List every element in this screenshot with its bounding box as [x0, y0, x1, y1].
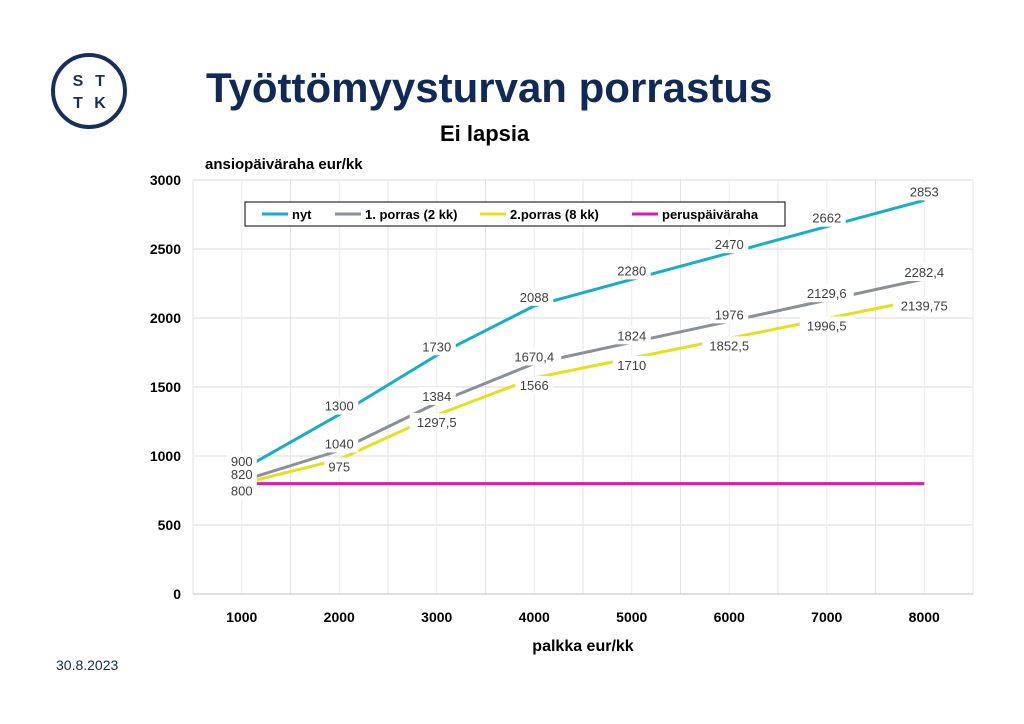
data-label: 800	[231, 484, 253, 499]
data-label: 1297,5	[417, 415, 457, 430]
data-label: 1384	[422, 389, 451, 404]
data-label-bg	[417, 387, 456, 406]
y-tick-label: 2000	[150, 310, 181, 326]
y-tick-label: 1000	[150, 448, 181, 464]
data-label-bg	[226, 451, 257, 470]
x-tick-label: 6000	[714, 609, 745, 625]
legend-label: 2.porras (8 kk)	[510, 207, 599, 222]
x-tick-label: 8000	[909, 609, 940, 625]
data-label: 820	[231, 467, 253, 482]
data-label: 1040	[325, 436, 354, 451]
data-label: 1976	[715, 307, 744, 322]
legend-label: nyt	[292, 207, 312, 222]
data-label: 2129,6	[807, 286, 847, 301]
data-label-bg	[905, 182, 944, 201]
logo-letter-1: S	[73, 73, 84, 90]
logo-letter-2: T	[95, 73, 105, 90]
legend-label: peruspäiväraha	[662, 207, 759, 222]
data-label-bg	[409, 412, 464, 431]
data-label-bg	[515, 287, 554, 306]
x-tick-label: 7000	[811, 609, 842, 625]
data-label-bg	[710, 235, 749, 254]
y-tick-label: 1500	[150, 379, 181, 395]
data-label: 1852,5	[709, 338, 749, 353]
data-label-bg	[799, 316, 854, 335]
data-label: 2282,4	[904, 265, 944, 280]
data-label: 1710	[617, 358, 646, 373]
data-label-bg	[320, 434, 359, 453]
sttk-logo: S T T K	[51, 53, 127, 129]
data-label: 1824	[617, 328, 646, 343]
data-label-bg	[320, 396, 359, 415]
data-label: 1996,5	[807, 318, 847, 333]
data-label: 2470	[715, 237, 744, 252]
data-label-bg	[710, 305, 749, 324]
x-axis-title: palkka eur/kk	[532, 638, 634, 655]
data-label-bg	[324, 457, 355, 476]
logo-letter-4: K	[94, 95, 106, 112]
x-tick-label: 4000	[519, 609, 550, 625]
data-label: 1566	[520, 378, 549, 393]
data-label-bg	[893, 296, 956, 315]
data-label: 1670,4	[514, 349, 554, 364]
chart-title: Ei lapsia	[440, 121, 530, 146]
data-label-bg	[807, 208, 846, 227]
data-label-bg	[799, 284, 854, 303]
data-label: 1300	[325, 399, 354, 414]
data-label: 2662	[812, 211, 841, 226]
data-label-bg	[507, 347, 562, 366]
x-tick-label: 5000	[616, 609, 647, 625]
y-tick-label: 500	[158, 517, 182, 533]
data-label-bg	[702, 336, 757, 355]
data-label-bg	[226, 481, 257, 500]
data-label: 2139,75	[901, 299, 948, 314]
logo-letter-3: T	[73, 95, 83, 112]
data-label-bg	[612, 261, 651, 280]
x-tick-label: 3000	[421, 609, 452, 625]
page-title: Työttömyysturvan porrastus	[206, 64, 773, 111]
data-label-bg	[515, 375, 554, 394]
data-label-bg	[612, 326, 651, 345]
footer-date: 30.8.2023	[56, 657, 119, 673]
data-label-bg	[897, 263, 952, 282]
x-tick-label: 1000	[226, 609, 257, 625]
y-axis-title: ansiopäiväraha eur/kk	[205, 156, 363, 173]
y-tick-label: 2500	[150, 241, 181, 257]
data-label: 1730	[422, 339, 451, 354]
data-label: 2088	[520, 290, 549, 305]
data-label-bg	[612, 356, 651, 375]
y-tick-label: 3000	[150, 172, 181, 188]
y-tick-label: 0	[173, 586, 181, 602]
data-label-bg	[417, 337, 456, 356]
x-tick-label: 2000	[324, 609, 355, 625]
data-label: 975	[328, 459, 350, 474]
data-label: 2280	[617, 263, 646, 278]
data-label: 2853	[910, 184, 939, 199]
data-label: 900	[231, 454, 253, 469]
legend-label: 1. porras (2 kk)	[365, 207, 458, 222]
